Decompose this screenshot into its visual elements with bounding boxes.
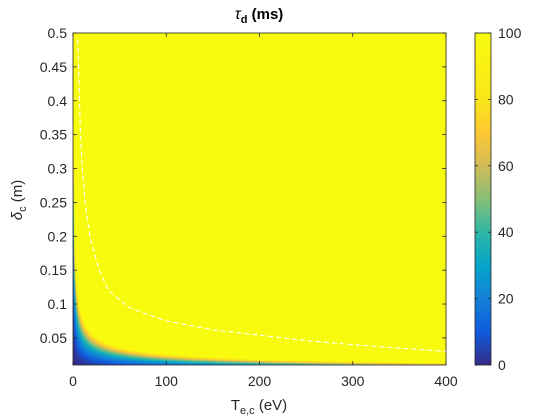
colorbar-tick-label: 80 (498, 91, 514, 107)
y-tick-label: 0.2 (48, 228, 68, 244)
heatmap-field (73, 33, 446, 365)
y-tick-label: 0.35 (40, 127, 67, 143)
y-tick-label: 0.3 (48, 161, 68, 177)
y-tick-label: 0.15 (40, 262, 67, 278)
x-tick-label: 300 (341, 373, 365, 389)
ylabel-rest: (m) (9, 180, 26, 207)
xlabel-rest: (eV) (255, 397, 288, 414)
ylabel-subscript: c (17, 206, 29, 212)
contour-line-dashed (77, 39, 447, 352)
x-tick-label: 100 (155, 373, 179, 389)
title-symbol: τ (235, 6, 242, 23)
xlabel-subscript: e,c (240, 405, 255, 417)
y-axis: 0.05 0.1 0.15 0.2 0.25 0.3 0.35 0.4 0.45 0.5 (40, 25, 446, 346)
y-tick-label: 0.1 (48, 296, 68, 312)
y-tick-label: 0.45 (40, 59, 67, 75)
chart-title: τd (ms) (235, 6, 284, 26)
colorbar-ticks: 0 20 40 60 80 100 (475, 25, 522, 373)
y-tick-label: 0.05 (40, 330, 67, 346)
colorbar-tick-label: 20 (498, 291, 514, 307)
y-axis-label: δc (m) (9, 180, 29, 221)
y-tick-label: 0.4 (48, 93, 68, 109)
x-axis: 0 100 200 300 400 (69, 33, 458, 389)
x-tick-label: 400 (434, 373, 458, 389)
colorbar-tick-label: 100 (498, 25, 522, 41)
y-tick-label: 0.25 (40, 194, 67, 210)
colorbar-tick-label: 0 (498, 357, 506, 373)
title-subscript: d (241, 14, 248, 26)
x-axis-label: Te,c (eV) (231, 397, 287, 417)
title-rest: (ms) (247, 6, 283, 23)
colorbar-tick-label: 40 (498, 224, 514, 240)
x-tick-label: 200 (248, 373, 272, 389)
xlabel-main: T (231, 397, 240, 414)
colorbar-tick-label: 60 (498, 158, 514, 174)
y-tick-label: 0.5 (48, 25, 68, 41)
x-tick-label: 0 (69, 373, 77, 389)
ylabel-main: δ (9, 211, 26, 220)
colorbar (474, 32, 492, 366)
